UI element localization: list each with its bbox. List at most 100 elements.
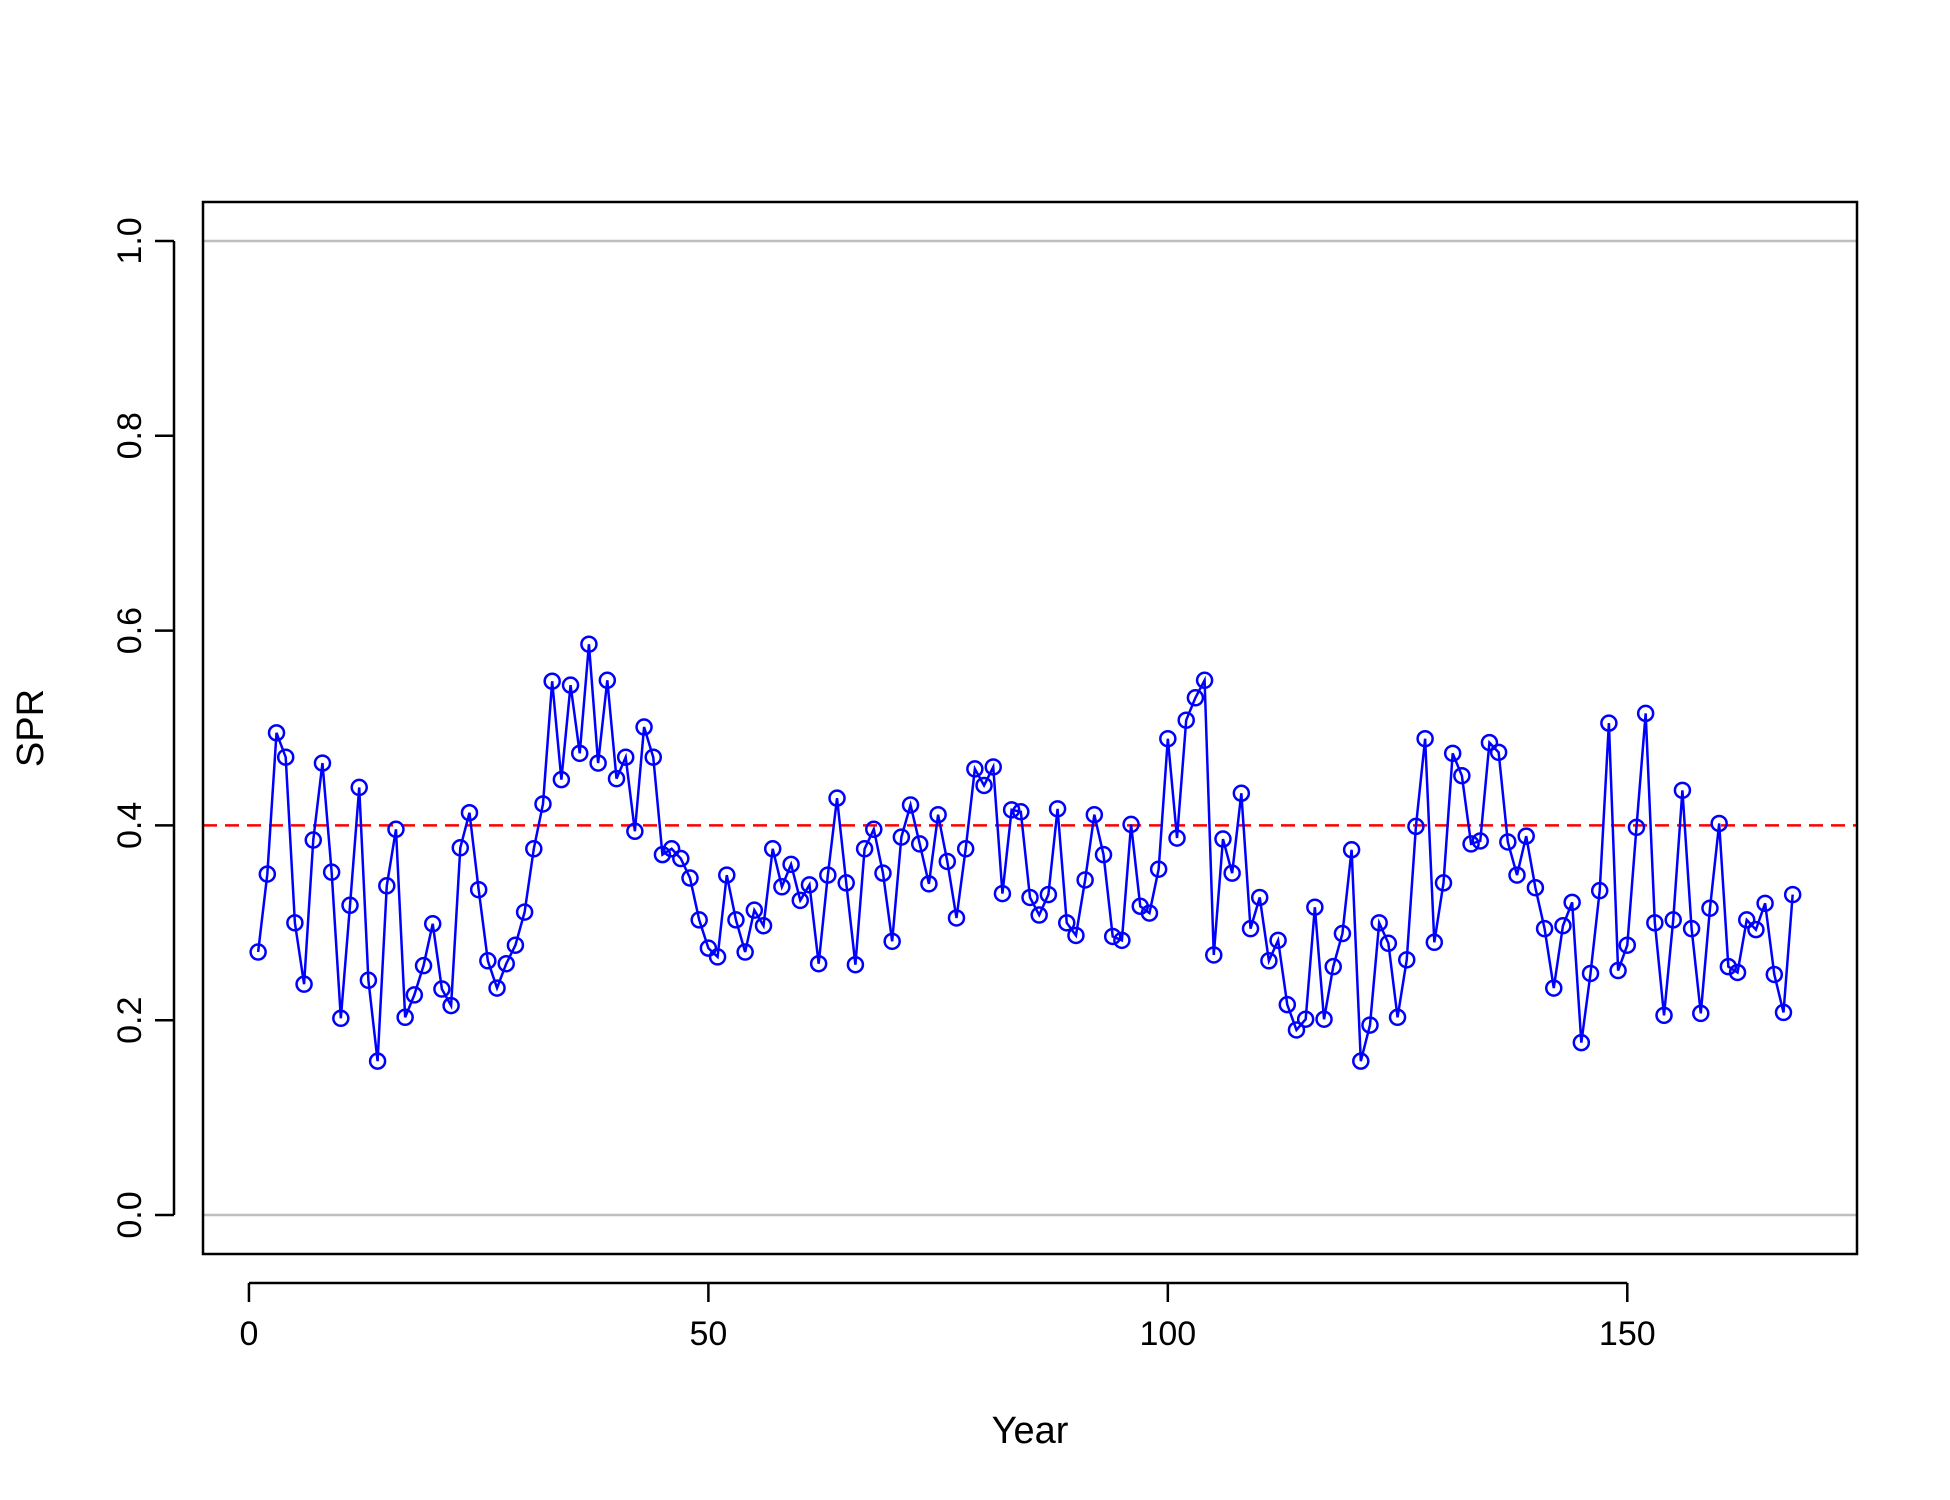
data-point [525,840,543,858]
data-point [616,748,635,766]
data-point [1397,951,1416,969]
data-point [1480,733,1499,752]
data-point [1710,814,1728,833]
data-point [313,754,332,772]
data-point [855,840,874,858]
data-point [1030,906,1048,924]
data-point [1241,919,1260,938]
data-point [543,672,561,690]
data-point [1287,1021,1306,1039]
data-point [929,805,947,824]
data-point [727,911,745,929]
data-point [662,840,681,858]
data-point [1627,818,1646,837]
data-point [414,956,433,975]
data-point [1646,914,1664,932]
data-point [1324,957,1342,976]
data-point [396,1008,414,1027]
y-tick-label: 0.4 [111,802,149,849]
data-point [1407,817,1425,836]
data-point [920,875,938,893]
data-point [506,936,525,954]
data-point [1416,729,1434,748]
data-point [773,878,791,896]
data-point [809,954,828,973]
data-point [1333,924,1352,943]
y-tick-label: 0.0 [111,1191,149,1238]
data-point [1388,1008,1407,1027]
y-tick-label: 0.6 [111,607,149,654]
data-point [1352,1052,1370,1070]
data-point [1636,704,1655,723]
y-tick-label: 0.8 [111,412,149,459]
data-point [1278,995,1297,1014]
y-tick-label: 1.0 [111,217,149,264]
plot-frame [201,200,1859,1256]
data-point [910,835,929,853]
data-point [1774,1003,1793,1022]
data-point [626,822,644,841]
data-point [1122,815,1140,834]
data-point [966,760,984,778]
data-point [479,952,497,970]
data-point [883,932,901,951]
data-point [1554,916,1572,935]
data-point [644,748,663,766]
data-point [1747,920,1765,939]
data-point [1379,934,1398,953]
data-point [1471,832,1490,850]
data-point [515,903,534,921]
data-point [1149,860,1168,878]
data-point [1453,766,1471,785]
x-tick-label: 50 [689,1315,727,1353]
data-point [1756,894,1774,913]
data-point [1250,888,1269,907]
data-point [469,880,488,899]
data-point [1600,714,1618,732]
data-point [819,866,837,884]
data-point [368,1052,387,1070]
data-point [295,975,313,993]
data-series [249,635,1802,1070]
data-point [1177,711,1195,729]
data-point [451,839,470,857]
data-point [249,943,267,961]
data-point [1085,805,1104,824]
data-point [1425,933,1444,952]
data-point [1434,874,1453,892]
data-point [304,831,323,849]
data-point [1058,914,1076,932]
data-point [1269,931,1287,950]
data-point [423,915,442,933]
data-point [1655,1006,1673,1025]
data-point [534,795,552,813]
data-point [837,874,855,892]
data-point [1489,743,1508,762]
data-point [1701,899,1719,917]
data-point [938,852,957,871]
data-point [690,911,708,929]
x-axis-title: Year [992,1410,1069,1452]
data-point [1021,888,1039,907]
data-point [1140,904,1159,922]
data-point [1535,919,1554,938]
data-point [1048,800,1067,818]
data-point [1443,744,1462,763]
data-point [718,866,736,884]
data-point [1728,963,1747,982]
data-point [800,876,819,894]
data-point [782,855,800,874]
data-point [1609,961,1627,980]
data-point [672,849,690,868]
data-point [1572,1033,1591,1052]
data-point [635,718,653,736]
data-point [865,820,883,839]
x-tick-label: 150 [1599,1315,1656,1353]
data-point [1159,729,1177,748]
data-point [984,758,1002,776]
data-point [1067,926,1085,945]
data-point [1113,931,1131,950]
data-point [846,955,865,974]
data-point [1076,871,1094,889]
